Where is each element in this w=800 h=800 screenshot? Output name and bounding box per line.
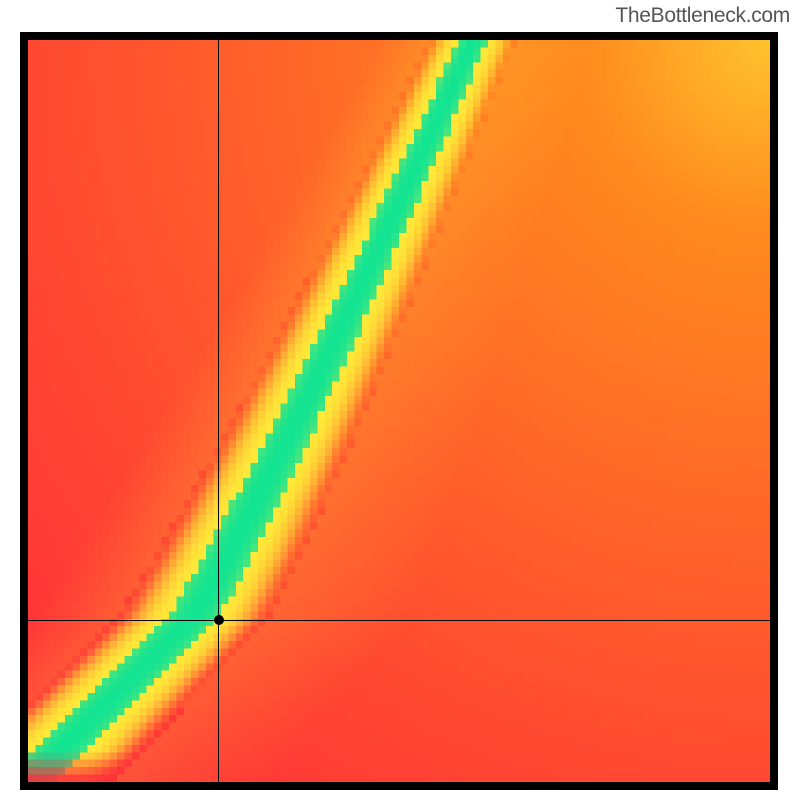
plot-area (20, 32, 778, 790)
marker-dot (214, 615, 224, 625)
crosshair-vertical (218, 40, 219, 782)
watermark-text: TheBottleneck.com (615, 4, 790, 28)
heatmap-canvas (28, 40, 770, 782)
crosshair-horizontal (28, 620, 770, 621)
chart-container: TheBottleneck.com (0, 0, 800, 800)
